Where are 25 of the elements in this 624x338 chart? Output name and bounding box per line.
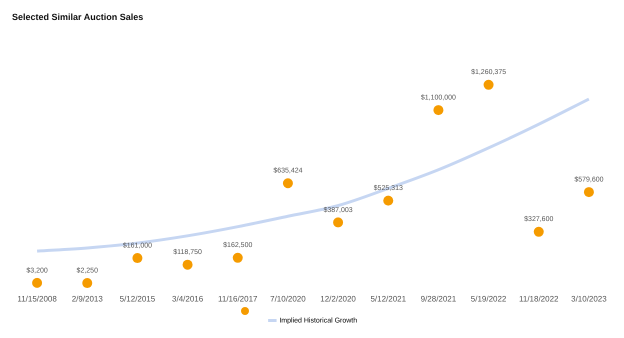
- x-tick-label: 5/19/2022: [470, 294, 507, 304]
- x-tick-label: 11/16/2017: [218, 294, 258, 304]
- x-tick-label: 2/9/2013: [72, 294, 104, 304]
- x-tick-label: 11/15/2008: [17, 294, 58, 304]
- x-tick-label: 7/10/2020: [270, 294, 306, 304]
- x-tick-label: 5/12/2021: [370, 294, 407, 304]
- point: [534, 226, 544, 237]
- x-tick-label: 11/18/2022: [519, 294, 560, 304]
- point: [132, 253, 142, 264]
- point: [433, 105, 444, 116]
- point: [32, 278, 42, 288]
- point: [282, 178, 293, 188]
- x-tick-label: 3/10/2023: [571, 294, 608, 304]
- x-tick-label: 9/28/2021: [420, 294, 457, 304]
- point: [232, 252, 243, 263]
- x-tick-label: 5/12/2015: [120, 294, 156, 304]
- point: [584, 187, 594, 198]
- x-tick-label: 3/4/2016: [172, 294, 204, 304]
- point: [484, 80, 494, 90]
- point: [182, 260, 193, 270]
- x-tick-label: 12/2/2020: [320, 294, 356, 304]
- point: [383, 196, 394, 206]
- chart-title: Selected Similar Auction Sales: [12, 12, 144, 22]
- point: [333, 217, 344, 228]
- point: [82, 278, 92, 288]
